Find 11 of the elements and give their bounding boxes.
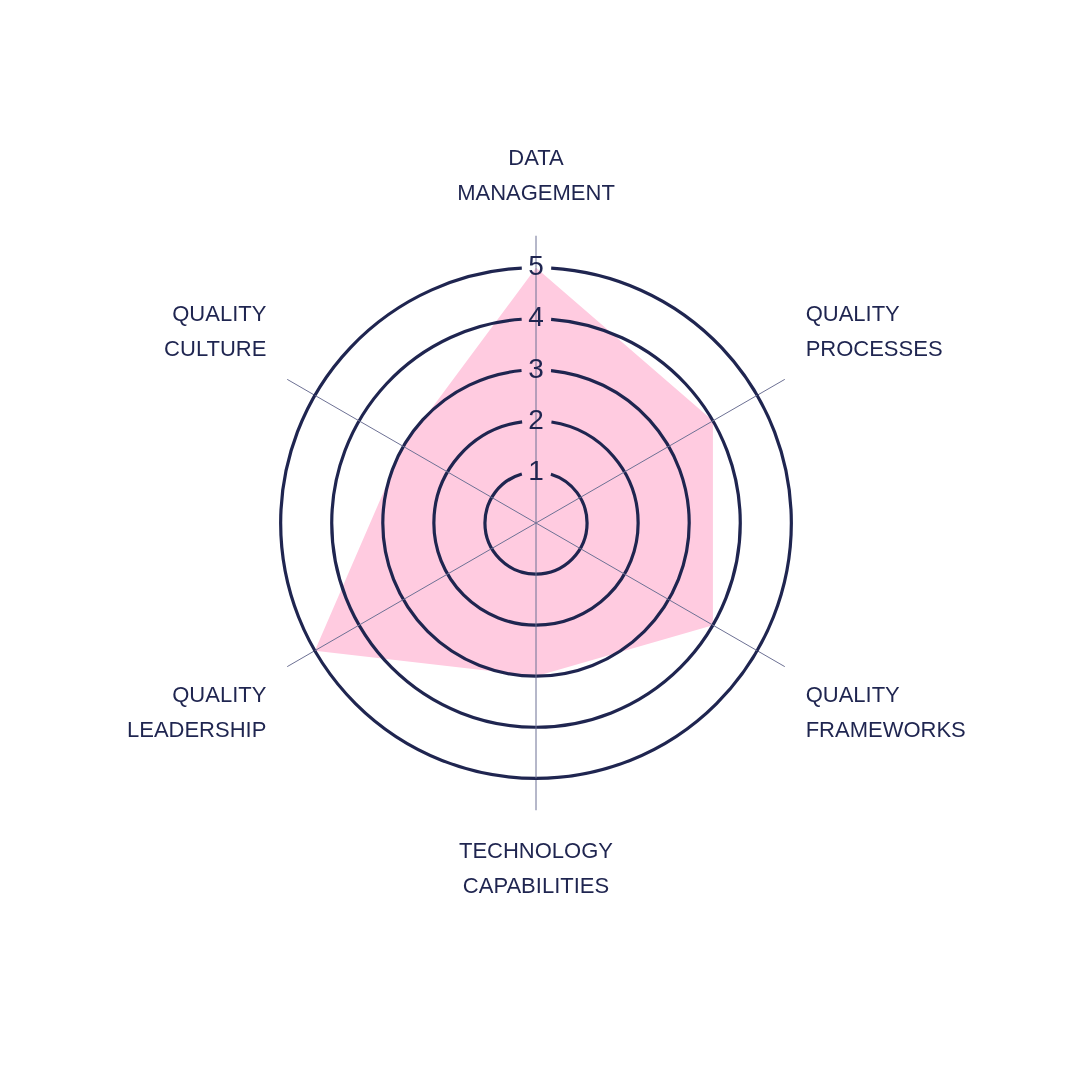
spoke-label: TECHNOLOGY CAPABILITIES: [458, 837, 614, 898]
spoke-label: QUALITY PROCESSES: [805, 300, 943, 361]
spoke-label: DATA MANAGEMENT: [457, 145, 615, 206]
y-tick-label: 4: [528, 301, 544, 333]
y-tick-label: 3: [528, 352, 544, 384]
y-tick-label: 2: [528, 403, 544, 435]
spoke-label: QUALITY CULTURE: [164, 300, 267, 361]
y-tick-label: 1: [528, 454, 544, 486]
spoke-label: QUALITY FRAMEWORKS: [805, 682, 966, 743]
spoke-label: QUALITY LEADERSHIP: [126, 682, 267, 743]
y-tick-label: 5: [528, 250, 544, 282]
